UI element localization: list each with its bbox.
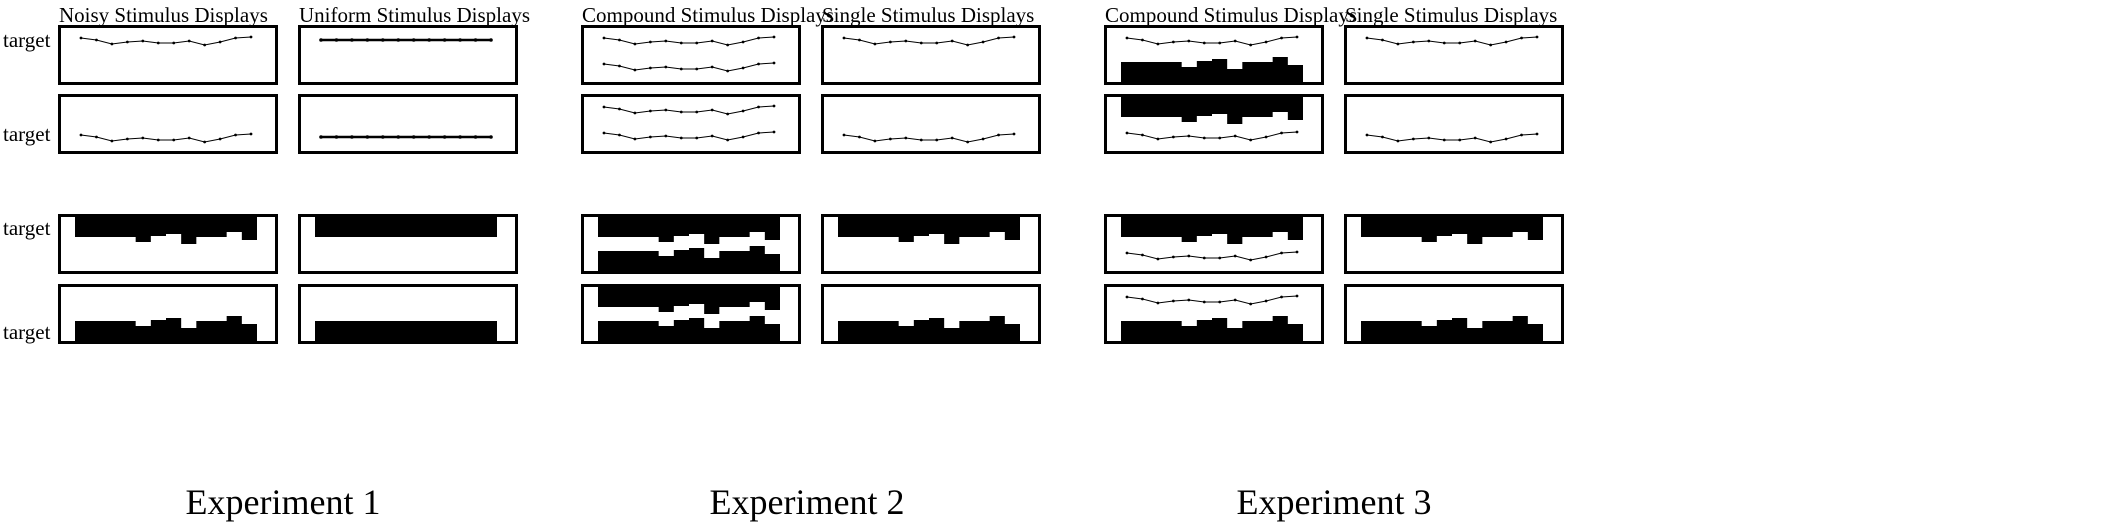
- line-stimulus: [842, 132, 1016, 144]
- stimulus-panel-exp3-col2-row4: [1344, 284, 1564, 344]
- bar-stimulus: [315, 321, 497, 341]
- line-stimulus: [319, 135, 493, 139]
- column-title-exp3-col1: Compound Stimulus Displays: [1105, 3, 1358, 27]
- bar-stimulus-1: [598, 287, 780, 314]
- target-label-row-1: target: [3, 28, 51, 52]
- bar-stimulus-2: [598, 246, 780, 271]
- experiment-label-3: Experiment 3: [1236, 482, 1432, 522]
- stimulus-panel-exp2-col1-row4: [581, 284, 801, 344]
- stimulus-panel-exp1-col2-row1-graphic: [319, 38, 493, 42]
- column-title-exp1-col2: Uniform Stimulus Displays: [299, 3, 531, 27]
- stimulus-panel-exp3-col1-row2: [1104, 94, 1324, 154]
- target-label-row-4: target: [3, 320, 51, 344]
- stimulus-panel-exp3-col2-row1: [1344, 25, 1564, 85]
- stimulus-panel-exp2-col1-row2: [581, 94, 801, 154]
- stimulus-panel-exp1-col2-row3-graphic: [315, 217, 497, 237]
- column-title-exp1-col1: Noisy Stimulus Displays: [59, 3, 268, 27]
- stimulus-panel-exp3-col2-row2-graphic: [1365, 132, 1539, 144]
- stimulus-panel-exp2-col1-row4-graphic: [598, 287, 780, 341]
- line-stimulus-2: [1125, 130, 1299, 142]
- stimulus-panel-exp1-col1-row3: [58, 214, 278, 274]
- bar-stimulus-1: [1121, 217, 1303, 244]
- column-title-exp2-col2: Single Stimulus Displays: [822, 3, 1035, 27]
- line-stimulus-1: [1125, 294, 1299, 306]
- stimulus-panel-exp1-col2-row4: [298, 284, 518, 344]
- bar-stimulus: [838, 316, 1020, 341]
- stimulus-panel-exp3-col2-row1-graphic: [1365, 35, 1539, 47]
- stimulus-panel-exp3-col2-row2: [1344, 94, 1564, 154]
- line-stimulus-1: [602, 104, 776, 116]
- stimulus-panel-exp3-col1-row4: [1104, 284, 1324, 344]
- bar-stimulus: [838, 217, 1020, 244]
- target-label-row-3: target: [3, 216, 51, 240]
- stimulus-panel-exp3-col2-row3-graphic: [1361, 217, 1543, 244]
- stimulus-panel-exp2-col1-row3: [581, 214, 801, 274]
- stimulus-panel-exp1-col1-row2-graphic: [79, 132, 253, 144]
- column-title-exp2-col1: Compound Stimulus Displays: [582, 3, 835, 27]
- stimulus-panel-exp2-col2-row3: [821, 214, 1041, 274]
- target-label-row-2: target: [3, 122, 51, 146]
- experiment-label-1: Experiment 1: [185, 482, 381, 522]
- stimulus-panel-exp1-col1-row4: [58, 284, 278, 344]
- stimulus-panel-exp3-col1-row3: [1104, 214, 1324, 274]
- stimulus-panel-exp2-col1-row1: [581, 25, 801, 85]
- line-stimulus: [79, 132, 253, 144]
- bar-stimulus-2: [1121, 316, 1303, 341]
- stimulus-panel-exp3-col1-row1-graphic: [1121, 35, 1303, 82]
- stimulus-panel-exp2-col2-row1-graphic: [842, 35, 1016, 47]
- stimulus-panel-exp1-col2-row4-graphic: [315, 321, 497, 341]
- stimulus-panel-exp2-col2-row2: [821, 94, 1041, 154]
- stimulus-panel-exp1-col1-row3-graphic: [75, 217, 257, 244]
- stimulus-panel-exp3-col1-row1: [1104, 25, 1324, 85]
- stimulus-panel-exp1-col1-row2: [58, 94, 278, 154]
- stimulus-panel-exp1-col1-row1-graphic: [79, 35, 253, 47]
- bar-stimulus: [1361, 316, 1543, 341]
- stimulus-panel-exp3-col1-row2-graphic: [1121, 97, 1303, 142]
- line-stimulus: [79, 35, 253, 47]
- stimulus-panel-exp2-col2-row1: [821, 25, 1041, 85]
- line-stimulus: [1365, 35, 1539, 47]
- bar-stimulus: [1361, 217, 1543, 244]
- stimulus-panel-exp2-col1-row1-graphic: [602, 35, 776, 73]
- stimulus-panel-exp1-col2-row2: [298, 94, 518, 154]
- stimulus-panel-exp1-col2-row1: [298, 25, 518, 85]
- bar-stimulus-1: [598, 217, 780, 244]
- stimulus-panel-exp3-col1-row3-graphic: [1121, 217, 1303, 262]
- line-stimulus: [1365, 132, 1539, 144]
- stimulus-panel-exp2-col1-row3-graphic: [598, 217, 780, 271]
- stimulus-panel-exp3-col2-row3: [1344, 214, 1564, 274]
- stimulus-panel-exp1-col2-row2-graphic: [319, 135, 493, 139]
- stimulus-panel-exp2-col2-row2-graphic: [842, 132, 1016, 144]
- experiment-label-2: Experiment 2: [709, 482, 905, 522]
- bar-stimulus-2: [1121, 57, 1303, 82]
- bar-stimulus: [315, 217, 497, 237]
- stimulus-panel-exp3-col1-row4-graphic: [1121, 294, 1303, 341]
- line-stimulus-1: [1125, 35, 1299, 47]
- line-stimulus-1: [602, 35, 776, 47]
- stimulus-panel-exp2-col2-row4-graphic: [838, 316, 1020, 341]
- stimulus-panel-exp2-col1-row2-graphic: [602, 104, 776, 142]
- stimulus-panel-exp1-col1-row4-graphic: [75, 316, 257, 341]
- line-stimulus-2: [602, 61, 776, 73]
- line-stimulus: [319, 38, 493, 42]
- stimulus-panel-exp2-col2-row3-graphic: [838, 217, 1020, 244]
- bar-stimulus-1: [1121, 97, 1303, 124]
- bar-stimulus-2: [598, 316, 780, 341]
- line-stimulus-2: [1125, 250, 1299, 262]
- bar-stimulus: [75, 217, 257, 244]
- stimulus-panel-exp1-col1-row1: [58, 25, 278, 85]
- stimulus-panel-exp3-col2-row4-graphic: [1361, 316, 1543, 341]
- line-stimulus-2: [602, 130, 776, 142]
- stimulus-panel-exp2-col2-row4: [821, 284, 1041, 344]
- line-stimulus: [842, 35, 1016, 47]
- column-title-exp3-col2: Single Stimulus Displays: [1345, 3, 1558, 27]
- bar-stimulus: [75, 316, 257, 341]
- stimulus-panel-exp1-col2-row3: [298, 214, 518, 274]
